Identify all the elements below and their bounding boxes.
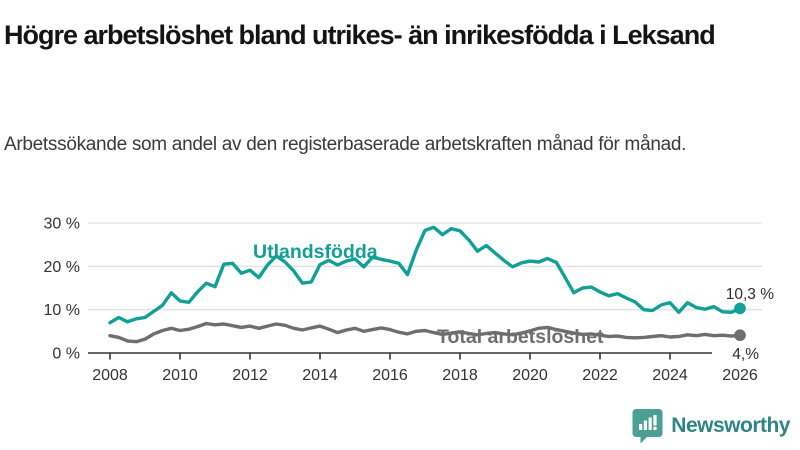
logo-bar-3 xyxy=(648,417,653,430)
x-axis-tick-label: 2008 xyxy=(92,367,128,384)
brand-name: Newsworthy xyxy=(671,414,790,437)
chart-subtitle: Arbetssökande som andel av den registerb… xyxy=(4,134,687,155)
page-title: Högre arbetslöshet bland utrikes- än inr… xyxy=(4,20,716,51)
logo-bubble-shape xyxy=(632,409,663,444)
end-value-label-background xyxy=(712,345,762,362)
series-line-total xyxy=(108,321,742,344)
x-axis-tick-label: 2014 xyxy=(302,367,338,384)
end-value-label-utlandsfodda: 10,3 % xyxy=(726,286,774,303)
series-label-total: Total arbetslöshet xyxy=(437,326,604,348)
x-axis-tick-label: 2026 xyxy=(722,367,758,384)
x-axis-tick-label: 2012 xyxy=(232,367,268,384)
series-label-utlandsfodda: Utlandsfödda xyxy=(253,241,378,263)
x-axis-tick-label: 2022 xyxy=(582,367,618,384)
logo-exclamation-dot xyxy=(653,426,658,431)
newsworthy-logo-icon xyxy=(632,409,663,444)
logo-bar-1 xyxy=(639,424,643,430)
y-axis-tick-label: 10 % xyxy=(44,302,80,319)
series-end-dot-utlandsfodda xyxy=(734,302,746,315)
unemployment-line-chart: 0 % 10 % 20 % 30 % 2008 2010 2012 2014 2016 2018 2… xyxy=(44,216,775,384)
x-axis-tick-label: 2010 xyxy=(162,367,198,384)
x-axis-tick-label: 2018 xyxy=(442,367,478,384)
newsworthy-footer: Newsworthy xyxy=(632,408,790,444)
y-axis-tick-label: 30 % xyxy=(44,216,80,233)
logo-bar-2 xyxy=(644,420,648,430)
x-axis-tick-label: 2024 xyxy=(652,367,688,384)
series-end-dot-total xyxy=(734,329,746,342)
logo-exclamation-bar xyxy=(653,415,657,426)
x-axis-tick-label: 2016 xyxy=(372,367,408,384)
series-line-utlandsfodda xyxy=(108,225,742,325)
x-axis-tick-label: 2020 xyxy=(512,367,548,384)
y-axis-tick-label: 0 % xyxy=(52,346,80,363)
y-axis-tick-label: 20 % xyxy=(44,259,80,276)
end-value-label-total: 4,% xyxy=(732,346,759,363)
